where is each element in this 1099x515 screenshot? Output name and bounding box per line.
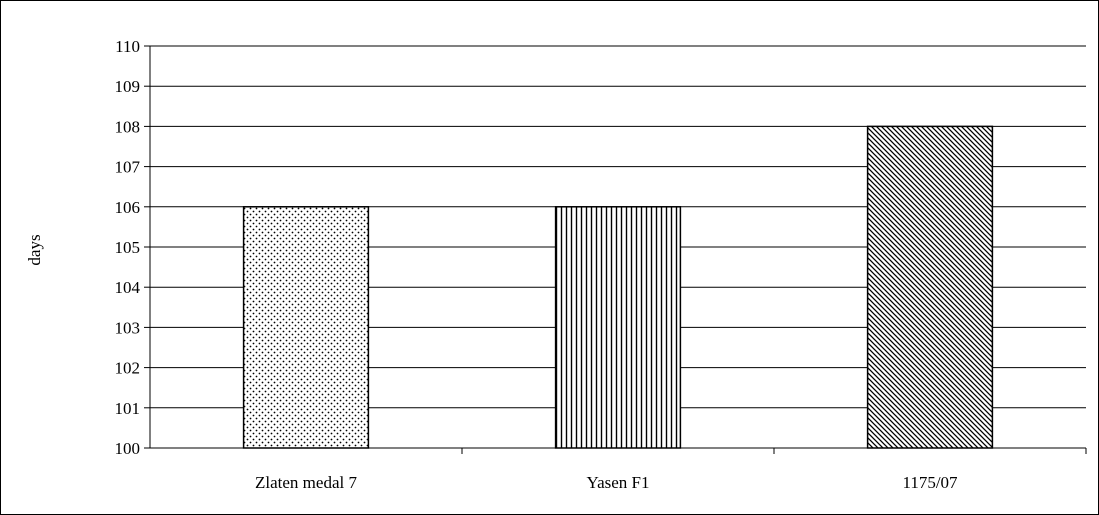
bar-2 bbox=[866, 125, 994, 449]
axes bbox=[144, 45, 1087, 454]
y-tick-label: 110 bbox=[115, 37, 140, 56]
y-tick-labels: 100 101 102 103 104 105 106 107 108 109 110 bbox=[115, 37, 141, 458]
y-tick-label: 104 bbox=[115, 278, 141, 297]
y-tick-label: 107 bbox=[115, 158, 141, 177]
bar-1 bbox=[554, 206, 682, 449]
x-category-label: 1175/07 bbox=[902, 473, 958, 492]
y-tick-label: 100 bbox=[115, 439, 141, 458]
x-category-label: Zlaten medal 7 bbox=[255, 473, 357, 492]
x-category-label: Yasen F1 bbox=[587, 473, 650, 492]
y-tick-label: 102 bbox=[115, 359, 141, 378]
y-tick-label: 106 bbox=[115, 198, 141, 217]
y-axis-title: days bbox=[25, 234, 44, 265]
bar-0 bbox=[242, 206, 370, 449]
x-category-labels: Zlaten medal 7 Yasen F1 1175/07 bbox=[255, 473, 958, 492]
y-tick-label: 103 bbox=[115, 318, 141, 337]
y-tick-label: 105 bbox=[115, 238, 141, 257]
y-tick-label: 101 bbox=[115, 399, 141, 418]
y-tick-label: 108 bbox=[115, 117, 141, 136]
bars bbox=[242, 125, 994, 449]
y-tick-label: 109 bbox=[115, 77, 141, 96]
